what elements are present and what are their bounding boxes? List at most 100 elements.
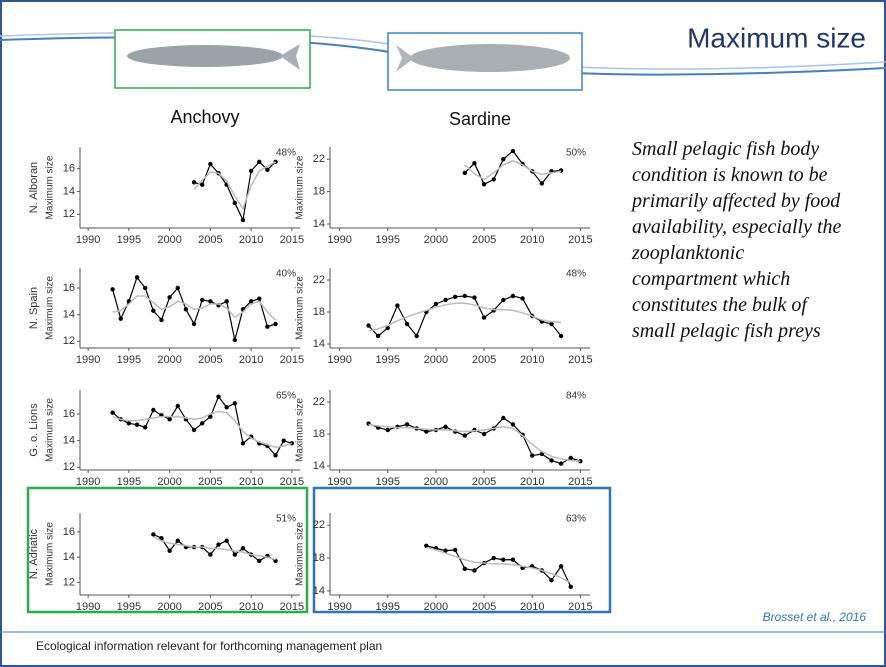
data-point <box>232 200 238 206</box>
fish-tail <box>396 45 414 72</box>
series-line <box>153 536 276 561</box>
x-tick-label: 1995 <box>117 354 141 366</box>
data-point <box>558 564 564 569</box>
citation: Brosset et al., 2016 <box>763 610 867 624</box>
data-point <box>443 297 448 303</box>
data-point <box>549 458 554 463</box>
data-point <box>265 324 270 329</box>
x-tick-label: 1990 <box>76 601 100 613</box>
annotation: 48% <box>566 269 586 280</box>
x-tick-label: 2000 <box>157 601 181 613</box>
data-point <box>240 217 246 223</box>
data-point <box>424 429 429 434</box>
x-tick-label: 2000 <box>157 476 181 488</box>
x-tick-label: 2000 <box>157 234 181 246</box>
data-point <box>366 323 371 328</box>
data-point <box>191 180 197 185</box>
data-point <box>159 317 164 323</box>
data-point <box>175 538 180 543</box>
data-point <box>151 407 156 413</box>
data-point <box>200 421 205 426</box>
y-tick-label: 14 <box>63 309 75 321</box>
data-point <box>530 453 535 458</box>
x-tick-label: 1995 <box>376 354 400 366</box>
y-tick-label: 18 <box>313 306 325 318</box>
y-tick-label: 22 <box>313 396 325 408</box>
y-tick-label: 16 <box>63 526 75 538</box>
y-tick-label: 14 <box>63 551 75 563</box>
y-tick-label: 16 <box>63 163 75 175</box>
data-point <box>232 552 238 557</box>
y-tick-label: 16 <box>63 408 75 420</box>
data-point <box>462 566 468 571</box>
x-tick-label: 1990 <box>76 234 100 246</box>
y-tick-label: 14 <box>313 585 325 597</box>
data-point <box>224 405 229 410</box>
x-tick-label: 2000 <box>157 354 181 366</box>
annotation: 65% <box>276 391 296 402</box>
x-tick-label: 2010 <box>239 601 263 613</box>
x-tick-label: 2005 <box>472 476 496 488</box>
series-line <box>464 150 562 186</box>
body-text: Small pelagic fish body condition is kno… <box>632 138 842 342</box>
data-point <box>159 536 164 541</box>
data-point <box>549 321 554 327</box>
data-point <box>248 299 254 304</box>
highlight-box <box>26 486 309 614</box>
x-tick-label: 2010 <box>520 354 544 366</box>
data-point <box>481 182 487 187</box>
data-point <box>385 325 390 331</box>
data-point <box>462 293 468 299</box>
column-header: Anchovy <box>170 107 239 127</box>
x-tick-label: 2005 <box>198 354 222 366</box>
x-tick-label: 2010 <box>239 476 263 488</box>
data-point <box>395 303 400 308</box>
x-tick-label: 2000 <box>424 354 448 366</box>
data-point <box>208 552 213 557</box>
data-point <box>257 159 262 165</box>
data-point <box>191 321 197 327</box>
x-tick-label: 2010 <box>239 354 263 366</box>
y-tick-label: 14 <box>313 218 325 230</box>
column-header: Sardine <box>449 109 511 129</box>
data-point <box>118 316 123 321</box>
data-point <box>501 557 506 562</box>
data-point <box>216 542 221 547</box>
fish <box>127 45 283 67</box>
y-tick-label: 12 <box>63 576 75 588</box>
y-axis-label: Maximum size <box>45 398 56 462</box>
data-point <box>481 431 487 437</box>
data-point <box>110 287 115 292</box>
x-tick-label: 1995 <box>117 476 141 488</box>
x-tick-label: 2015 <box>280 234 304 246</box>
y-axis-label: Maximum size <box>45 522 56 586</box>
series-line <box>464 159 562 181</box>
data-point <box>510 557 516 562</box>
data-point <box>472 161 477 166</box>
series-line <box>193 160 276 222</box>
data-point <box>126 421 132 426</box>
y-tick-label: 14 <box>63 435 75 447</box>
data-point <box>257 296 262 301</box>
x-tick-label: 1995 <box>117 601 141 613</box>
data-point <box>265 167 270 173</box>
row-label: N. Alboran <box>28 162 40 213</box>
data-point <box>375 333 381 339</box>
y-axis-label: Maximum size <box>295 276 306 340</box>
row-label: N. Adriatic <box>28 528 40 579</box>
data-point <box>472 295 477 300</box>
y-tick-label: 22 <box>313 274 325 286</box>
x-tick-label: 2005 <box>472 354 496 366</box>
data-point <box>510 422 516 427</box>
data-point <box>568 455 573 461</box>
data-point <box>520 296 525 301</box>
data-point <box>134 275 140 280</box>
data-point <box>175 285 180 291</box>
data-point <box>232 337 238 343</box>
x-tick-label: 2015 <box>280 476 304 488</box>
y-tick-label: 18 <box>313 428 325 440</box>
data-point <box>404 321 410 327</box>
annotation: 84% <box>566 391 586 402</box>
series-line <box>193 161 276 211</box>
